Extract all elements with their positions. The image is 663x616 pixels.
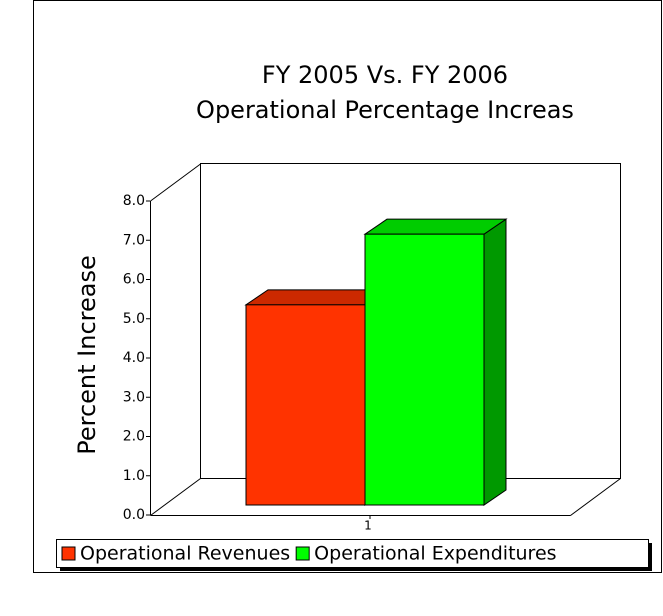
legend-swatch: [61, 546, 76, 561]
y-tick-label: 5.0: [123, 311, 145, 327]
chart-subtitle: Operational Percentage Increas: [196, 96, 574, 124]
legend-swatch: [295, 546, 310, 561]
y-tick-label: 0.0: [123, 507, 145, 523]
y-tick-label: 2.0: [123, 429, 145, 445]
legend-label: Operational Revenues: [80, 543, 290, 565]
bar: [363, 218, 508, 506]
y-tick-label: 4.0: [123, 350, 145, 366]
y-tick-label: 1.0: [123, 468, 145, 484]
chart-title: FY 2005 Vs. FY 2006: [262, 61, 508, 89]
y-axis-label: Percent Increase: [73, 255, 101, 455]
legend-label: Operational Expenditures: [314, 543, 556, 565]
bar-top: [363, 218, 508, 235]
legend-box: [56, 539, 649, 568]
x-tick-label: 1: [364, 519, 372, 533]
y-tick-label: 8.0: [123, 193, 145, 209]
y-tick-label: 7.0: [123, 232, 145, 248]
y-tick-label: 6.0: [123, 272, 145, 288]
bar-front: [245, 304, 366, 506]
legend: Operational Revenues Operational Expendit…: [56, 539, 652, 571]
y-tick-label: 3.0: [123, 389, 145, 405]
bar-front: [364, 233, 485, 506]
bar-side: [483, 218, 507, 506]
